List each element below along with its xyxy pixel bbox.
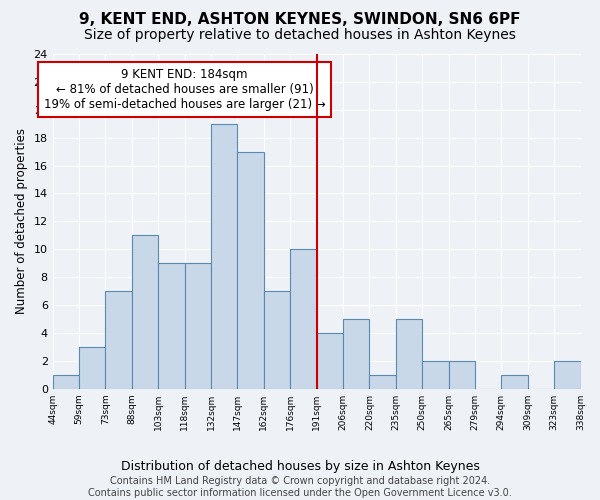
Text: 9 KENT END: 184sqm
← 81% of detached houses are smaller (91)
19% of semi-detache: 9 KENT END: 184sqm ← 81% of detached hou… xyxy=(44,68,325,111)
Bar xyxy=(79,347,106,389)
Text: Contains HM Land Registry data © Crown copyright and database right 2024.
Contai: Contains HM Land Registry data © Crown c… xyxy=(88,476,512,498)
Bar xyxy=(317,333,343,389)
Bar xyxy=(238,152,264,389)
Bar xyxy=(53,375,79,389)
Bar xyxy=(132,236,158,389)
Text: Distribution of detached houses by size in Ashton Keynes: Distribution of detached houses by size … xyxy=(121,460,479,473)
Bar xyxy=(396,319,422,389)
Bar xyxy=(502,375,528,389)
Bar xyxy=(185,263,211,389)
Text: Size of property relative to detached houses in Ashton Keynes: Size of property relative to detached ho… xyxy=(84,28,516,42)
Bar xyxy=(211,124,238,389)
Text: 9, KENT END, ASHTON KEYNES, SWINDON, SN6 6PF: 9, KENT END, ASHTON KEYNES, SWINDON, SN6… xyxy=(79,12,521,28)
Bar xyxy=(449,361,475,389)
Bar xyxy=(106,291,132,389)
Bar xyxy=(422,361,449,389)
Bar xyxy=(554,361,581,389)
Bar xyxy=(343,319,370,389)
Bar xyxy=(290,250,317,389)
Bar xyxy=(370,375,396,389)
Bar xyxy=(158,263,185,389)
Y-axis label: Number of detached properties: Number of detached properties xyxy=(15,128,28,314)
Bar xyxy=(264,291,290,389)
